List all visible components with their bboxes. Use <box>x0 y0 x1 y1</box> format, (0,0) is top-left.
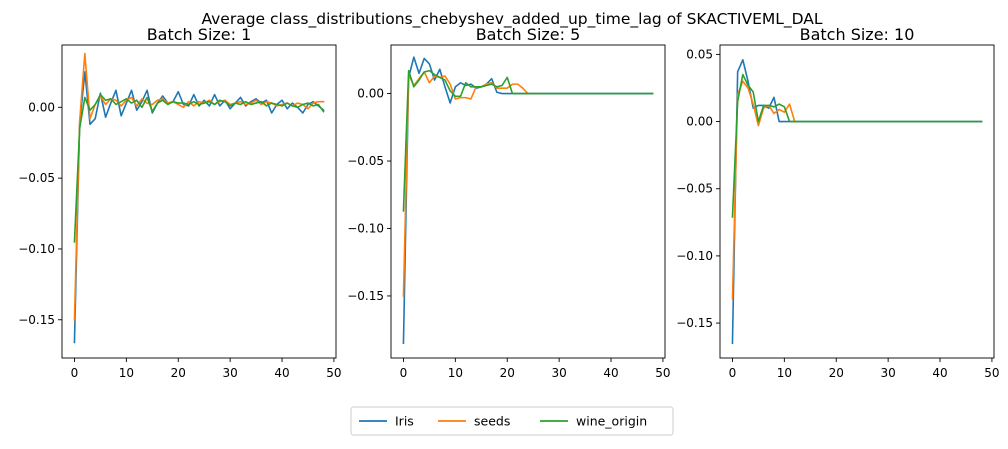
series-group <box>731 58 983 345</box>
series-line-seeds <box>73 52 325 321</box>
x-tick-label: 40 <box>274 366 289 380</box>
y-tick-label: −0.10 <box>347 221 384 235</box>
legend-frame <box>350 406 674 436</box>
x-tick-label: 50 <box>984 366 999 380</box>
x-tick-label: 20 <box>171 366 186 380</box>
x-tick-label: 40 <box>932 366 947 380</box>
y-tick-label: −0.10 <box>18 242 55 256</box>
series-group <box>73 52 325 344</box>
x-tick-label: 20 <box>500 366 515 380</box>
figure-suptitle: Average class_distributions_chebyshev_ad… <box>201 10 822 29</box>
series-group <box>402 56 654 344</box>
y-tick-label: 0.05 <box>686 47 713 61</box>
x-tick-label: 30 <box>880 366 895 380</box>
subplot-3: Batch Size: 10 0 10 20 30 40 50 −0.15 −0.10 −0.05… <box>676 25 999 380</box>
y-tick-label: −0.10 <box>676 249 713 263</box>
y-tick-label: 0.00 <box>686 115 713 129</box>
x-tick-label: 40 <box>603 366 618 380</box>
x-tick-label: 10 <box>777 366 792 380</box>
x-tick-label: 0 <box>71 366 79 380</box>
series-line-Iris <box>731 58 983 345</box>
x-tick-label: 10 <box>119 366 134 380</box>
legend-label-Iris: Iris <box>395 414 414 429</box>
subplot-2: Batch Size: 5 0 10 20 30 40 50 −0.15 −0.10 −0.05 0… <box>347 25 670 380</box>
series-line-wine_origin <box>731 73 983 218</box>
y-tick-label: −0.15 <box>676 316 713 330</box>
x-tick-label: 30 <box>551 366 566 380</box>
x-tick-label: 50 <box>326 366 341 380</box>
subplot-title: Batch Size: 1 <box>147 25 252 44</box>
x-tick-label: 10 <box>448 366 463 380</box>
y-tick-label: −0.15 <box>347 289 384 303</box>
subplot-title: Batch Size: 10 <box>800 25 915 44</box>
series-line-seeds <box>402 71 530 297</box>
legend: Iris seeds wine_origin <box>350 406 674 436</box>
axes-frame <box>719 44 995 359</box>
y-tick-label: 0.00 <box>28 100 55 114</box>
series-line-wine_origin <box>73 93 325 243</box>
legend-label-wine_origin: wine_origin <box>576 414 647 429</box>
axes-frame <box>390 44 666 359</box>
subplot-title: Batch Size: 5 <box>476 25 581 44</box>
x-tick-label: 20 <box>829 366 844 380</box>
subplots: Batch Size: 10 10 20 30 40 50−0.15−0.10−0.050… <box>18 25 999 380</box>
series-line-wine_origin <box>402 69 654 212</box>
y-tick-label: −0.05 <box>347 154 384 168</box>
series-line-Iris <box>73 71 325 344</box>
series-line-seeds <box>731 80 796 300</box>
x-tick-label: 0 <box>400 366 408 380</box>
y-tick-label: −0.05 <box>676 182 713 196</box>
x-tick-label: 30 <box>222 366 237 380</box>
subplot-1: Batch Size: 1 0 10 20 30 40 50 −0.15 −0.10 −0.05 0… <box>18 25 341 380</box>
series-line-Iris <box>402 56 654 344</box>
y-tick-label: −0.05 <box>18 171 55 185</box>
x-tick-label: 0 <box>729 366 737 380</box>
axes-frame <box>61 44 337 359</box>
legend-label-seeds: seeds <box>474 414 510 429</box>
x-tick-label: 50 <box>655 366 670 380</box>
y-tick-label: −0.15 <box>18 313 55 327</box>
y-tick-label: 0.00 <box>357 87 384 101</box>
